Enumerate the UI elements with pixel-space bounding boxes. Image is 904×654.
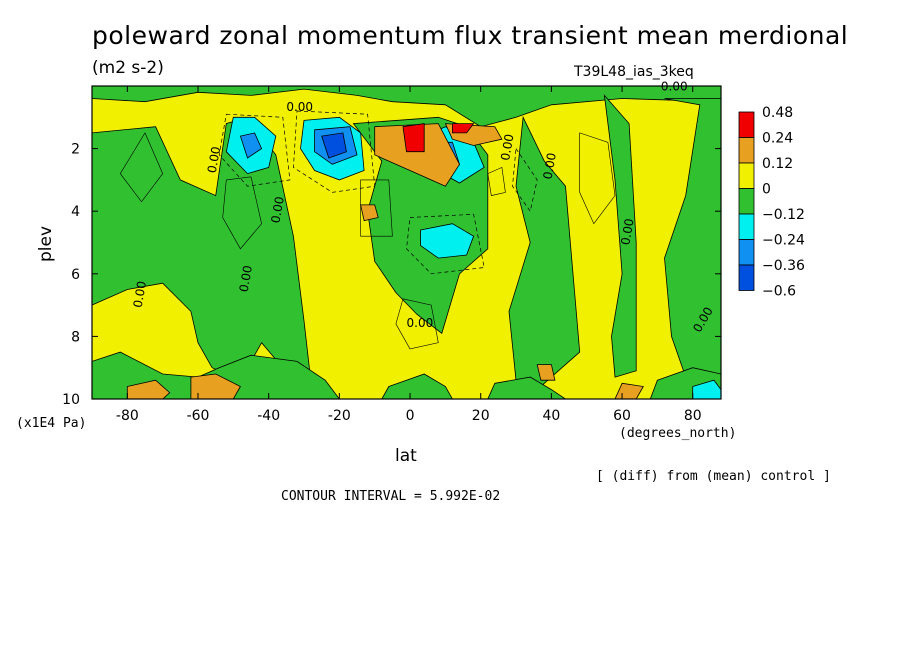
legend-label: 0.48	[762, 105, 793, 121]
x-unit-label: (degrees_north)	[619, 426, 737, 441]
y-tick-label: 6	[71, 267, 80, 283]
contour-label: 0.00	[498, 133, 516, 162]
contour-label: 0.00	[541, 152, 559, 181]
y-tick-label: 4	[71, 204, 80, 220]
legend-swatch	[738, 111, 755, 138]
contour-line	[487, 166, 506, 196]
contour-region-lightblue	[239, 132, 263, 159]
colorbar-legend: 0.48 0.24 0.12 0 −0.12 −0.24 −0.36 −0.6	[738, 105, 805, 300]
x-tick-label: 20	[472, 408, 490, 424]
x-tick-label: -20	[328, 408, 351, 424]
x-tick-label: 60	[613, 408, 631, 424]
legend-label: 0	[762, 182, 771, 198]
contour-region-green	[603, 94, 637, 378]
y-axis: 2 4 6 8 10	[62, 142, 721, 408]
chart-title: poleward zonal momentum flux transient m…	[92, 21, 849, 50]
legend-label: 0.24	[762, 131, 793, 147]
contour-line-negative	[293, 110, 376, 193]
contour-label: 0.00	[618, 217, 636, 246]
legend-label: −0.24	[762, 233, 805, 249]
x-tick-label: 80	[684, 408, 702, 424]
contour-line	[579, 132, 616, 225]
y-tick-label: 10	[62, 392, 80, 408]
contour-line-negative	[406, 213, 485, 275]
x-tick-label: -40	[257, 408, 280, 424]
x-tick-label: 40	[542, 408, 560, 424]
y-tick-label: 2	[71, 142, 80, 158]
contour-region-orange	[536, 364, 556, 381]
contour-region-green	[487, 376, 567, 399]
x-tick-label: -80	[116, 408, 139, 424]
legend-swatch	[738, 264, 755, 291]
contour-region-red	[452, 123, 475, 134]
contour-label: 0.00	[205, 145, 223, 174]
x-tick-label: 0	[406, 408, 415, 424]
contour-label: 0.00	[268, 195, 286, 224]
contour-label: 0.00	[407, 316, 434, 330]
legend-label: −0.6	[762, 284, 796, 300]
contour-line	[222, 176, 262, 250]
y-axis-label: plev	[36, 225, 56, 262]
contour-line-negative	[218, 113, 291, 187]
plot-frame	[91, 85, 722, 400]
contour-label: 0.00	[237, 264, 255, 293]
legend-swatch	[738, 239, 755, 266]
contour-line-negative	[512, 147, 538, 213]
legend-swatch	[738, 188, 755, 215]
legend-swatch	[738, 162, 755, 189]
diff-note: [ (diff) from (mean) control ]	[596, 469, 831, 484]
x-tick-label: -60	[187, 408, 210, 424]
y-tick-label: 8	[71, 329, 80, 345]
contour-label: 0.00	[131, 280, 149, 309]
run-label: T39L48_ias_3keq	[574, 64, 694, 80]
x-axis: -80 -60 -40 -20 0 20 40 60 80	[116, 86, 702, 424]
contour-line	[119, 132, 164, 203]
contour-region-orange	[360, 204, 379, 222]
contour-region-green	[381, 373, 453, 399]
contour-region-red	[402, 123, 425, 153]
contour-line	[360, 179, 393, 237]
contour-region-orange	[374, 123, 460, 187]
contour-region-cyan	[420, 223, 475, 259]
contour-label: 0.00	[286, 100, 313, 114]
legend-label: −0.12	[762, 207, 805, 223]
contour-line	[395, 298, 439, 350]
contour-region-blue	[321, 132, 347, 159]
contour-labels: 0.00 0.00 0.00 0.00 0.00 0.00 0.00 0.00 0.00 0.00…	[131, 80, 716, 335]
contour-region-green	[664, 98, 721, 378]
contour-interval: CONTOUR INTERVAL = 5.992E-02	[281, 489, 501, 504]
legend-label: −0.36	[762, 258, 805, 274]
legend-swatch	[738, 213, 755, 240]
contour-label: 0.00	[661, 80, 688, 94]
contour-field	[92, 86, 721, 399]
legend-label: 0.12	[762, 156, 793, 172]
legend-swatch	[738, 137, 755, 164]
contour-region-orange	[190, 373, 241, 399]
y-unit-label: (x1E4 Pa)	[16, 416, 87, 431]
x-axis-label: lat	[395, 446, 417, 466]
units-label: (m2 s-2)	[92, 58, 164, 78]
